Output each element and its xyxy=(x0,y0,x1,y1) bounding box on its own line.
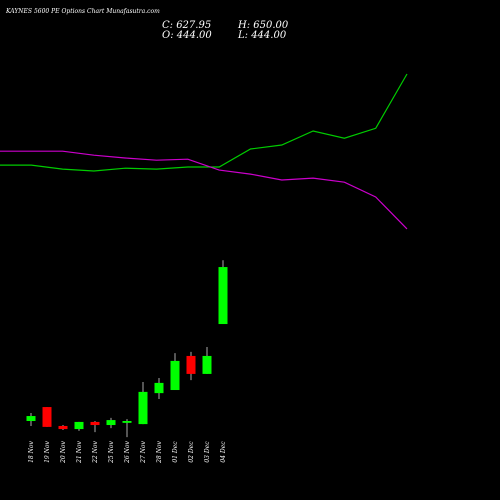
candle-body xyxy=(170,360,180,391)
x-tick-label: 26 Nov xyxy=(124,440,131,463)
x-tick-label: 01 Dec xyxy=(172,441,179,463)
candle-body xyxy=(58,425,68,430)
candle-body xyxy=(138,391,148,425)
x-tick-label: 20 Nov xyxy=(60,440,67,463)
x-tick-label: 19 Nov xyxy=(44,440,51,462)
x-tick-label: 21 Nov xyxy=(76,440,83,463)
candle-body xyxy=(122,421,132,423)
low-label: L: 444.00 xyxy=(237,30,287,41)
candle-body xyxy=(42,407,52,427)
open-label: O: 444.00 xyxy=(162,30,212,41)
x-tick-label: 25 Nov xyxy=(108,440,115,463)
candle-body xyxy=(202,355,212,374)
x-tick-label: 02 Dec xyxy=(188,441,195,463)
candle-body xyxy=(154,382,164,394)
chart-title: KAYNES 5600 PE Options Chart Munafasutra… xyxy=(5,8,160,15)
high-label: H: 650.00 xyxy=(237,20,289,31)
candle-body xyxy=(106,420,116,426)
indicator-line xyxy=(0,150,408,230)
candle-body xyxy=(186,355,196,374)
close-label: C: 627.95 xyxy=(162,20,211,31)
x-tick-label: 22 Nov xyxy=(92,440,99,463)
x-tick-label: 04 Dec xyxy=(220,441,227,463)
x-tick-label: 27 Nov xyxy=(140,440,147,463)
x-tick-label: 18 Nov xyxy=(28,440,35,462)
indicator-line xyxy=(0,73,408,172)
candle-body xyxy=(90,421,100,426)
candle-body xyxy=(26,416,36,422)
candle-body xyxy=(74,421,84,430)
x-tick-label: 28 Nov xyxy=(156,440,163,463)
candle-body xyxy=(218,267,228,325)
x-tick-label: 03 Dec xyxy=(204,441,211,463)
